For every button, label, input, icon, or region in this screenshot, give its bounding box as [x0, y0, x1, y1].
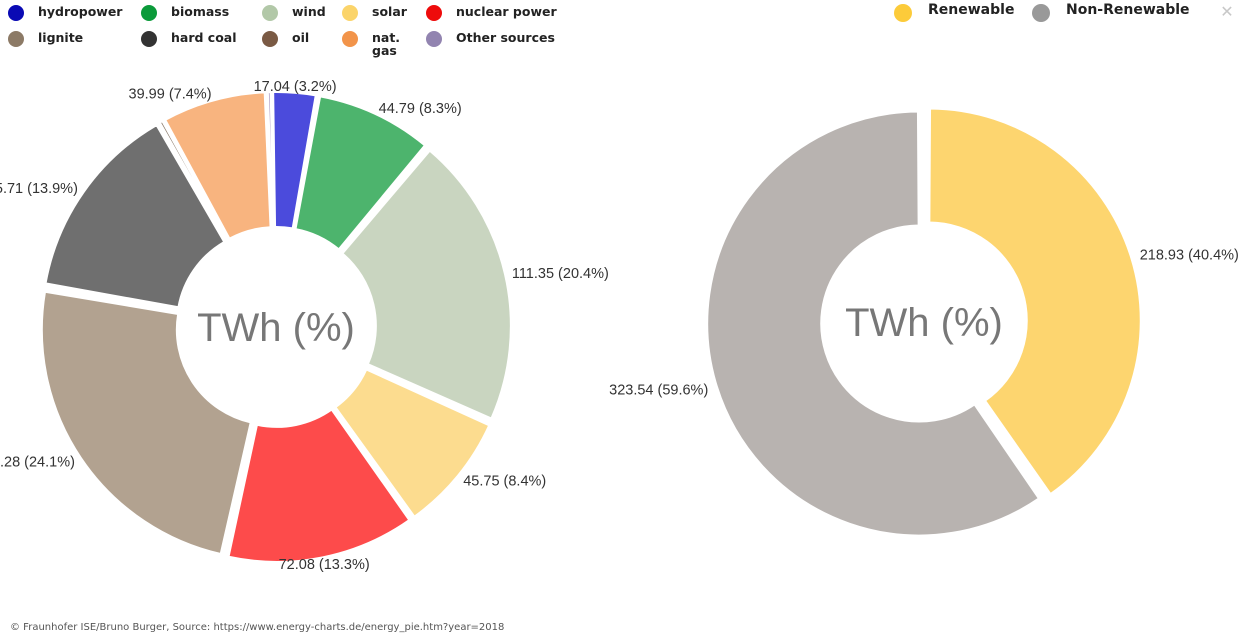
legend-dot [262, 5, 278, 21]
legend-item-nuclear-power[interactable]: nuclear power [426, 5, 557, 21]
legend-label: nat. gas [372, 30, 401, 58]
data-label-wind: 44.79 (8.3%) [379, 101, 462, 117]
legend-dot [342, 31, 358, 47]
legend-dot [894, 4, 912, 22]
slice-hydropower[interactable] [272, 91, 317, 230]
slice-lignite[interactable] [40, 290, 252, 556]
legend-item-hard-coal[interactable]: hard coal [141, 31, 237, 47]
slice-nuclear-power[interactable] [227, 408, 411, 563]
legend-dot [8, 31, 24, 47]
slice-renewable[interactable] [928, 107, 1142, 496]
legend-label: biomass [171, 4, 230, 19]
center-label: TWh (%) [845, 301, 1003, 345]
donut-chart-renewable-share: 218.93 (40.4%) 323.54 (59.6%) TWh (%) [609, 107, 1239, 537]
slice-nat-gas[interactable] [164, 91, 272, 240]
legend-label: hard coal [171, 30, 237, 45]
data-label-lignite: 131.28 (24.1%) [0, 455, 75, 471]
legend-dot [8, 5, 24, 21]
legend-label: Renewable [928, 2, 1015, 18]
center-label: TWh (%) [197, 306, 355, 350]
legend-item-non-renewable[interactable]: Non-Renewable [1032, 2, 1190, 22]
slice-wind[interactable] [294, 95, 426, 251]
legend-dot [141, 31, 157, 47]
legend-label: oil [292, 30, 310, 45]
legend-dot [141, 5, 157, 21]
legend-dot [1032, 4, 1050, 22]
legend-dot [426, 5, 442, 21]
legend-item-renewable[interactable]: Renewable [894, 2, 1015, 22]
legend-item-hydropower[interactable]: hydropower [8, 5, 122, 21]
slice-oil[interactable] [158, 120, 229, 242]
legend-label: nuclear power [456, 4, 557, 19]
close-icon[interactable]: ✕ [1220, 2, 1234, 21]
legend-renewable-split: Renewable Non-Renewable [880, 0, 1240, 30]
legend-label: wind [292, 4, 326, 19]
data-label-solar: 45.75 (8.4%) [463, 473, 546, 489]
slice-hard-coal[interactable] [44, 124, 226, 309]
legend-item-nat-gas[interactable]: nat. gas [342, 31, 412, 57]
data-label-non-renewable: 323.54 (59.6%) [609, 382, 708, 398]
donut-chart-energy-sources: 17.04 (3.2%) 44.79 (8.3%) 111.35 (20.4%) 45… [0, 79, 609, 573]
legend-item-solar[interactable]: solar [342, 5, 407, 21]
data-label-hard-coal: 75.71 (13.9%) [0, 181, 78, 197]
legend-item-biomass[interactable]: biomass [141, 5, 229, 21]
slice-non-renewable[interactable] [706, 110, 1040, 537]
legend-label: lignite [38, 30, 84, 45]
legend-label: hydropower [38, 4, 123, 19]
slice-solar[interactable] [334, 368, 491, 518]
legend-energy-sources: hydropower biomass wind solar nuclear po… [0, 0, 600, 64]
legend-label: Other sources [456, 30, 555, 45]
footer-credit: © Fraunhofer ISE/Bruno Burger, Source: h… [10, 622, 505, 633]
data-label-biomass: 111.35 (20.4%) [512, 266, 609, 282]
data-label-nat-gas: 39.99 (7.4%) [129, 87, 212, 103]
legend-item-lignite[interactable]: lignite [8, 31, 83, 47]
data-label-hydropower: 17.04 (3.2%) [254, 79, 337, 95]
legend-label: Non-Renewable [1066, 2, 1190, 18]
legend-dot [262, 31, 278, 47]
legend-label: solar [372, 4, 407, 19]
data-label-renewable: 218.93 (40.4%) [1140, 248, 1239, 264]
legend-item-oil[interactable]: oil [262, 31, 309, 47]
charts-canvas: 17.04 (3.2%) 44.79 (8.3%) 111.35 (20.4%) 45… [0, 79, 1239, 573]
legend-item-other-sources[interactable]: Other sources [426, 31, 555, 47]
legend-item-wind[interactable]: wind [262, 5, 326, 21]
legend-dot [426, 31, 442, 47]
legend-dot [342, 5, 358, 21]
slice-other-sources[interactable] [266, 91, 275, 229]
slice-biomass[interactable] [341, 149, 512, 420]
data-label-nuclear-power: 72.08 (13.3%) [279, 557, 370, 573]
